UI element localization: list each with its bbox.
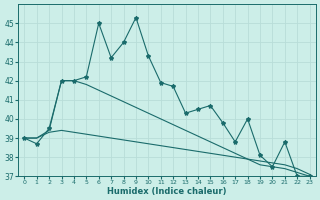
X-axis label: Humidex (Indice chaleur): Humidex (Indice chaleur): [107, 187, 227, 196]
